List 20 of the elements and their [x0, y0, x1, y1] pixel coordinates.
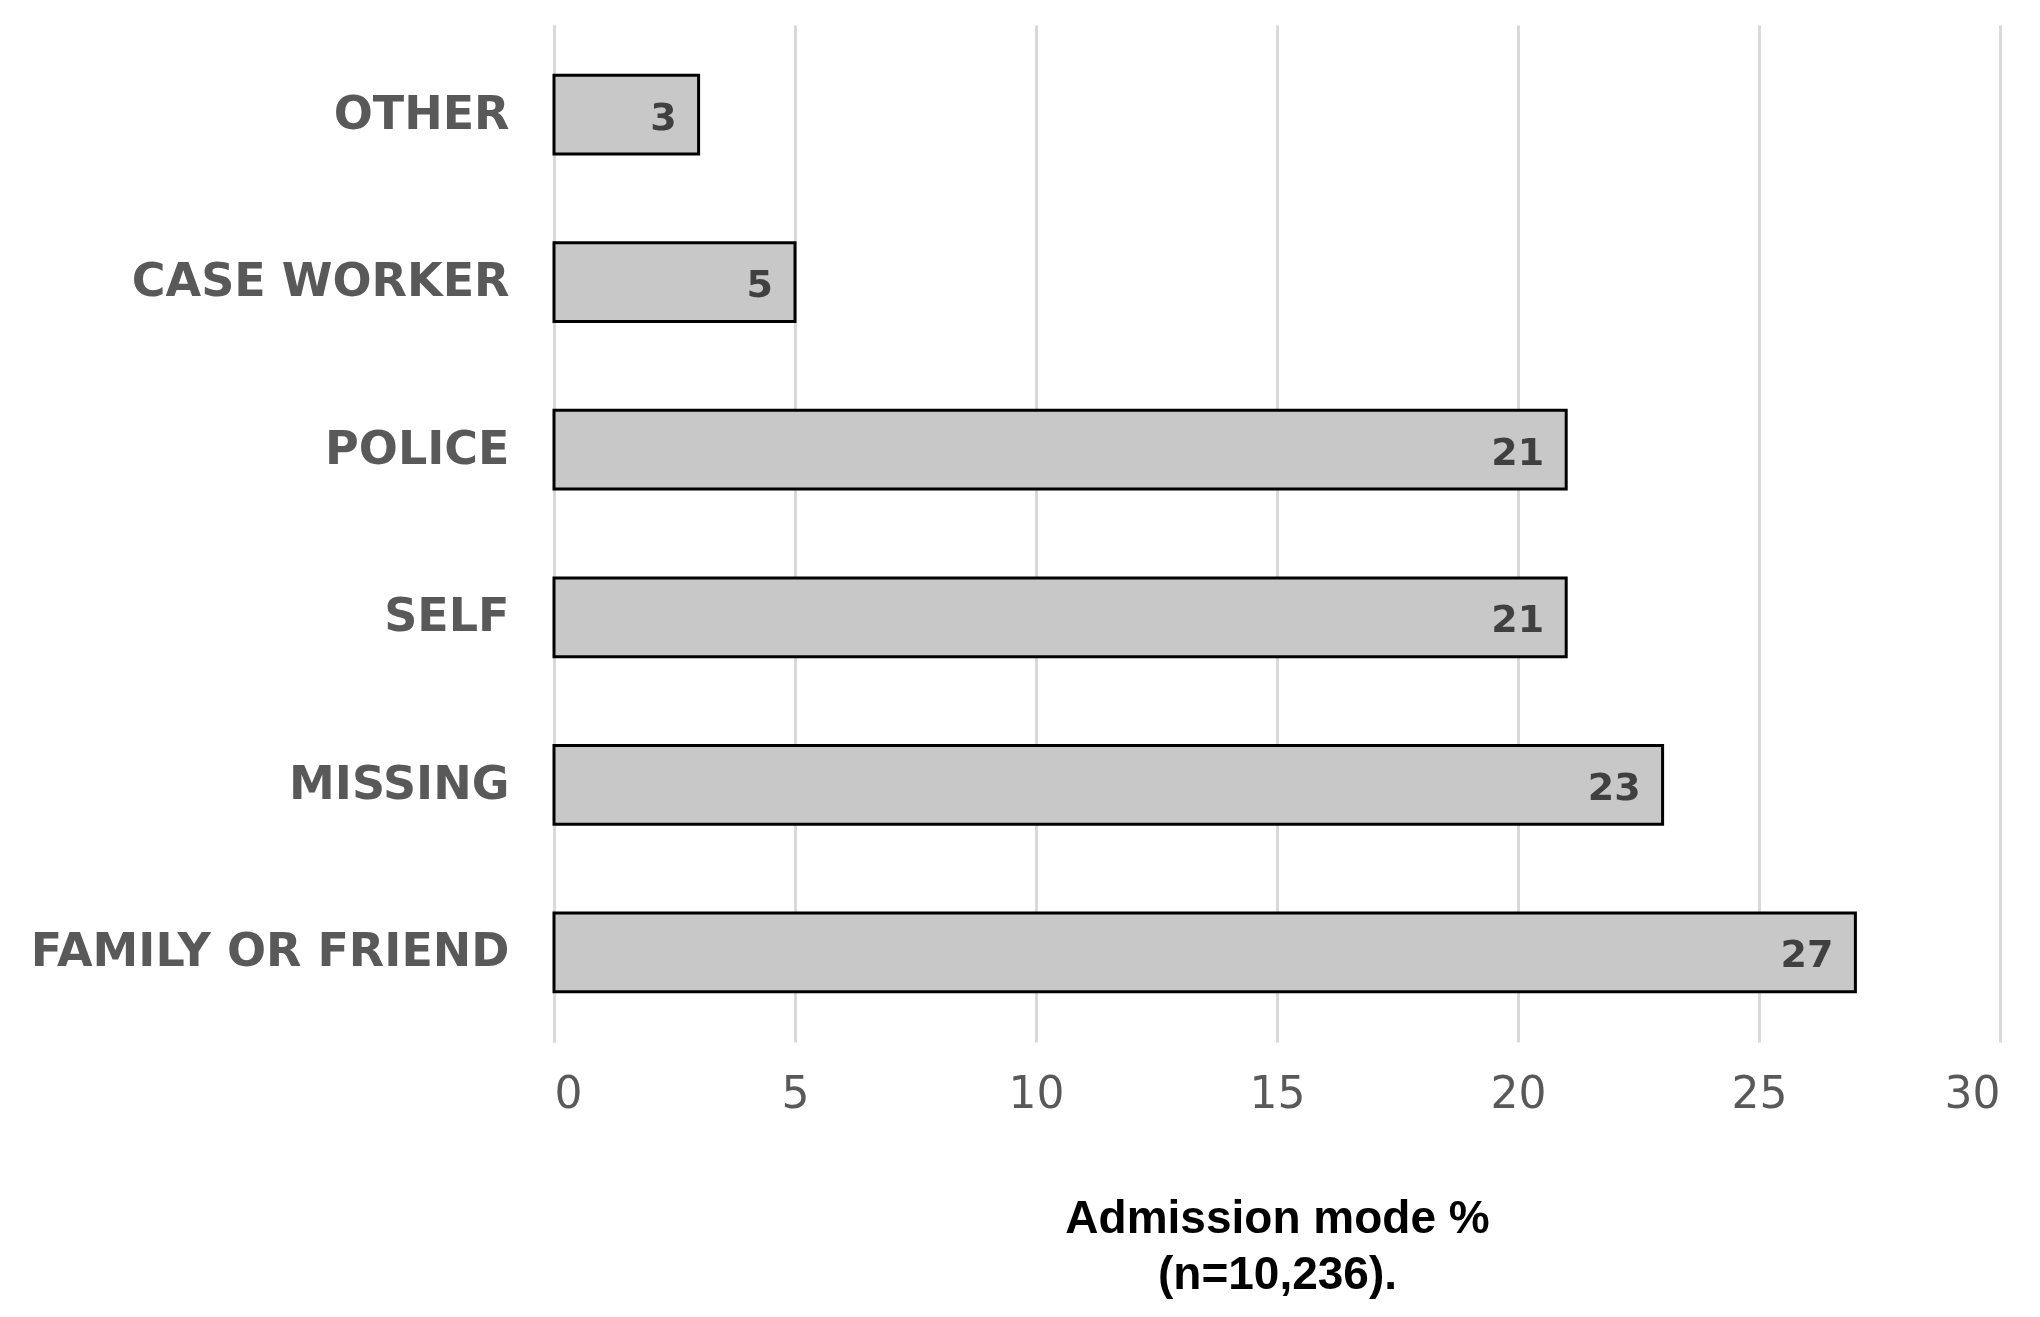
- x-tick-label: 15: [1249, 1066, 1306, 1118]
- x-tick-label: 5: [781, 1066, 810, 1118]
- data-label: 5: [746, 262, 773, 307]
- data-label: 3: [650, 94, 677, 139]
- x-tick-label: 20: [1490, 1066, 1547, 1118]
- data-label: 27: [1780, 932, 1834, 977]
- x-tick-label: 10: [1008, 1066, 1065, 1118]
- data-label: 23: [1587, 764, 1641, 809]
- y-tick-label: FAMILY OR FRIEND: [30, 923, 510, 978]
- y-tick-label: CASE WORKER: [131, 253, 510, 308]
- x-tick-label: 30: [1944, 1066, 2001, 1118]
- y-tick-label: MISSING: [289, 755, 510, 810]
- y-tick-label: POLICE: [325, 420, 510, 475]
- x-tick-label: 25: [1731, 1066, 1788, 1118]
- x-axis-title: Admission mode % (n=10,236).: [1065, 1190, 1490, 1299]
- data-label: 21: [1491, 597, 1545, 642]
- x-tick-label: 0: [554, 1066, 583, 1118]
- y-tick-label: OTHER: [333, 85, 510, 140]
- y-tick-label: SELF: [384, 588, 510, 643]
- data-label: 21: [1491, 429, 1545, 474]
